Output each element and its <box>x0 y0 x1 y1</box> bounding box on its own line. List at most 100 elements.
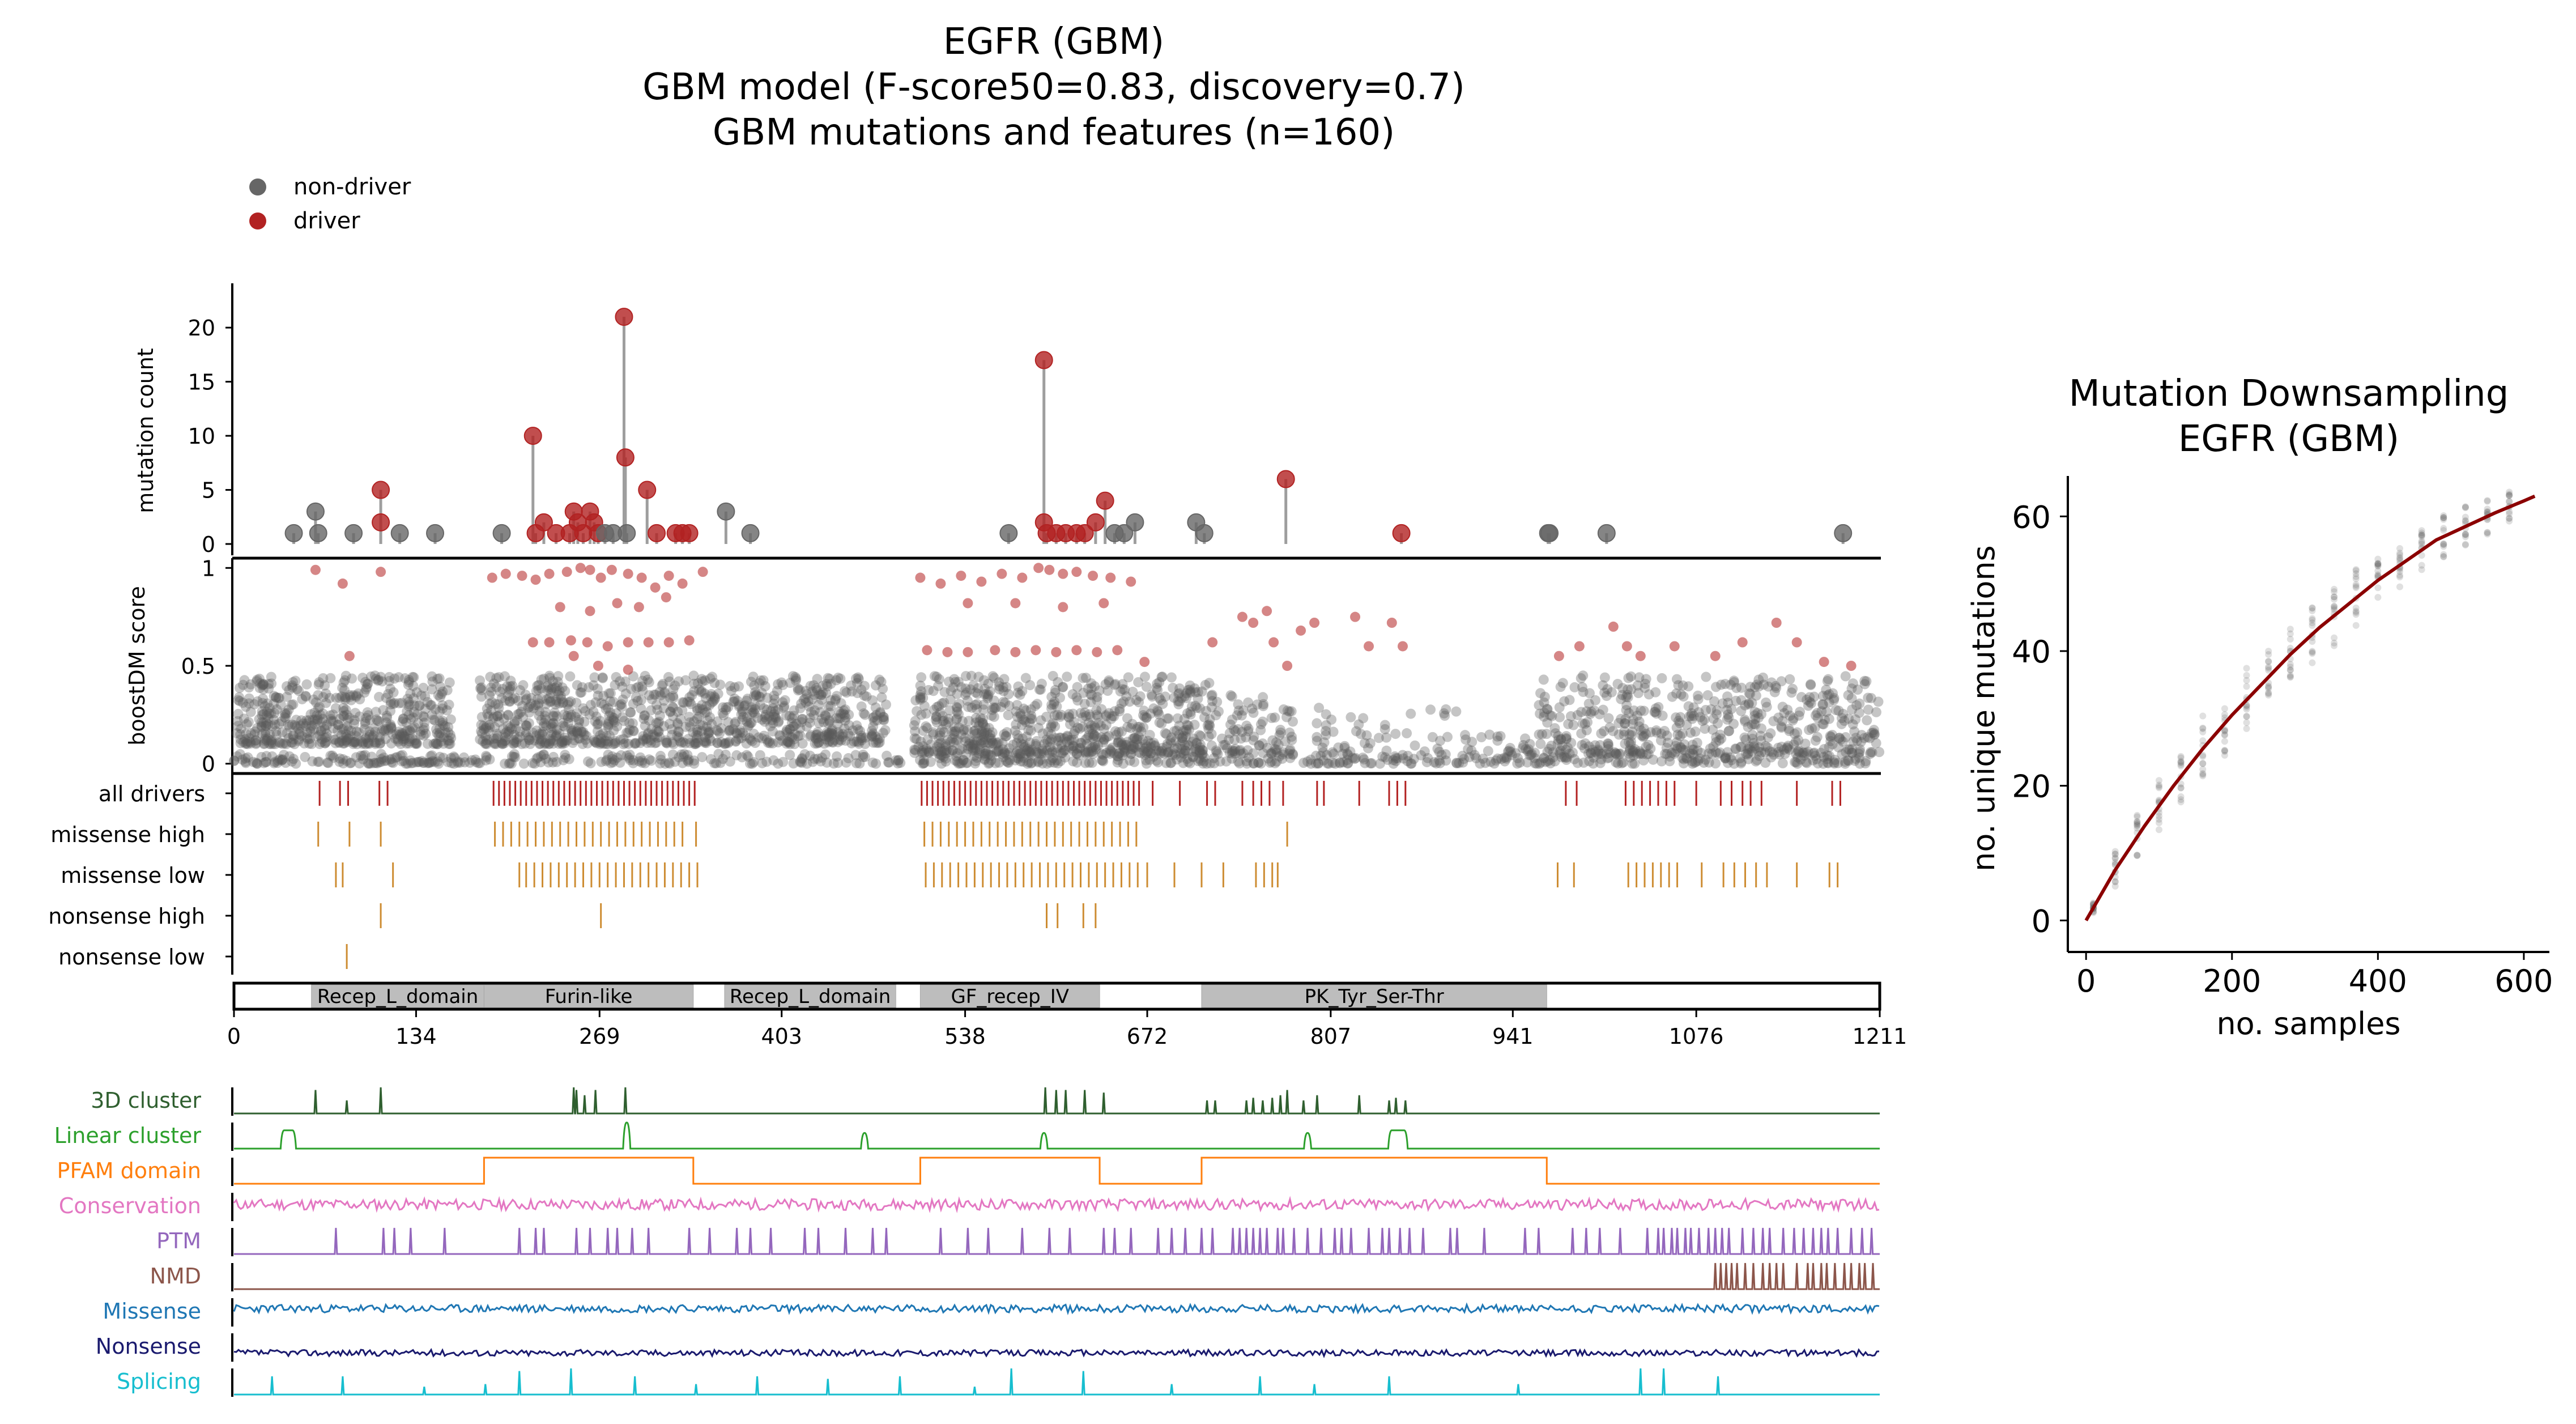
nondriver-score-point <box>504 686 515 696</box>
nondriver-score-point <box>308 715 318 725</box>
nondriver-score-point <box>1198 758 1208 769</box>
nondriver-score-point <box>390 753 401 763</box>
nondriver-score-point <box>381 692 391 703</box>
nondriver-score-point <box>1822 750 1833 761</box>
nondriver-score-point <box>401 738 412 749</box>
nondriver-score-point <box>1011 753 1022 763</box>
nondriver-score-point <box>1501 753 1512 764</box>
nondriver-score-point <box>435 728 445 738</box>
nondriver-score-point <box>1060 752 1071 763</box>
nondriver-score-point <box>427 756 438 767</box>
nondriver-score-point <box>755 750 765 760</box>
nondriver-score-point <box>322 757 333 768</box>
driver-marker-icon <box>249 212 266 229</box>
driver-point <box>616 448 635 467</box>
nondriver-score-point <box>307 756 318 767</box>
nondriver-score-point <box>371 707 381 717</box>
nondriver-score-point <box>1105 745 1116 756</box>
nondriver-score-point <box>389 698 400 708</box>
downsampling-sample-point <box>2440 553 2447 560</box>
nondriver-score-point <box>1818 758 1829 769</box>
nondriver-score-point <box>1113 755 1123 766</box>
nondriver-score-point <box>1824 713 1834 724</box>
nondriver-score-point <box>320 733 330 743</box>
driver-score-point <box>582 637 593 648</box>
nondriver-score-point <box>1199 752 1210 763</box>
nondriver-score-point <box>935 750 946 760</box>
nondriver-score-point <box>240 734 250 745</box>
nondriver-score-point <box>262 698 273 709</box>
nondriver-score-point <box>960 671 971 682</box>
nondriver-score-point <box>301 718 312 729</box>
nondriver-score-point <box>718 754 729 764</box>
nondriver-score-point <box>1284 745 1295 756</box>
nondriver-score-point <box>668 691 679 702</box>
nondriver-score-point <box>831 675 842 686</box>
nondriver-score-point <box>1140 755 1151 766</box>
nondriver-score-point <box>1559 751 1569 762</box>
nondriver-score-point <box>395 731 406 742</box>
nondriver-score-point <box>470 754 481 765</box>
driver-score-point <box>487 572 497 583</box>
nondriver-score-point <box>289 720 300 731</box>
downsampling-xtick-label: 400 <box>2349 963 2407 999</box>
nondriver-score-point <box>709 758 719 768</box>
nondriver-score-point <box>233 721 244 732</box>
downsampling-xtick-label: 200 <box>2203 963 2261 999</box>
nondriver-score-point <box>1765 728 1776 739</box>
nondriver-score-point <box>267 738 278 749</box>
nondriver-score-point <box>379 726 390 737</box>
nondriver-score-point <box>1860 756 1871 767</box>
nondriver-score-point <box>372 716 383 726</box>
nondriver-score-point <box>1596 754 1607 765</box>
nondriver-score-point <box>1314 703 1325 713</box>
nondriver-score-point <box>239 675 250 686</box>
nondriver-score-point <box>921 708 931 719</box>
nondriver-score-point <box>360 677 371 687</box>
feature-track-line <box>233 1196 1880 1213</box>
nondriver-score-point <box>850 750 861 760</box>
nondriver-score-point <box>345 691 356 702</box>
nondriver-score-point <box>339 692 350 703</box>
nondriver-score-point <box>798 694 809 705</box>
nondriver-score-point <box>443 722 454 733</box>
downsampling-sample-point <box>2331 642 2338 649</box>
nondriver-score-point <box>1692 737 1702 748</box>
downsampling-sample-point <box>2352 584 2360 592</box>
nondriver-score-point <box>1569 754 1580 764</box>
feature-track-line <box>234 1227 1880 1255</box>
driver-score-point <box>1071 567 1082 577</box>
nondriver-score-point <box>339 738 350 749</box>
nondriver-score-point <box>346 695 356 705</box>
nondriver-score-point <box>373 674 384 685</box>
driver-point <box>372 513 390 532</box>
nondriver-score-point <box>910 745 921 756</box>
nondriver-score-point <box>1034 684 1045 695</box>
nondriver-score-point <box>1351 753 1361 763</box>
nondriver-score-point <box>240 756 251 767</box>
nondriver-point <box>309 524 327 542</box>
nondriver-score-point <box>445 738 455 749</box>
nondriver-score-point <box>250 738 261 749</box>
nondriver-score-point <box>269 698 279 709</box>
nondriver-score-point <box>244 698 254 709</box>
driver-score-point <box>684 635 695 646</box>
nondriver-score-point <box>306 738 317 749</box>
driver-score-point <box>1846 661 1857 671</box>
nondriver-score-point <box>329 753 339 763</box>
nondriver-score-point <box>300 691 311 702</box>
nondriver-score-point <box>429 715 440 725</box>
driver-score-point <box>1737 637 1748 648</box>
nondriver-score-point <box>675 713 686 724</box>
driver-score-point <box>1126 576 1136 587</box>
nondriver-score-point <box>281 739 292 750</box>
nondriver-score-point <box>1089 730 1100 741</box>
downsampling-sample-point <box>2440 541 2447 548</box>
driver-score-point <box>1574 641 1585 652</box>
pfam-xtick-label: 1211 <box>1853 1024 1907 1049</box>
nondriver-score-point <box>274 692 284 703</box>
driver-point <box>372 481 390 499</box>
nondriver-score-point <box>291 721 302 732</box>
nondriver-score-point <box>812 753 823 764</box>
